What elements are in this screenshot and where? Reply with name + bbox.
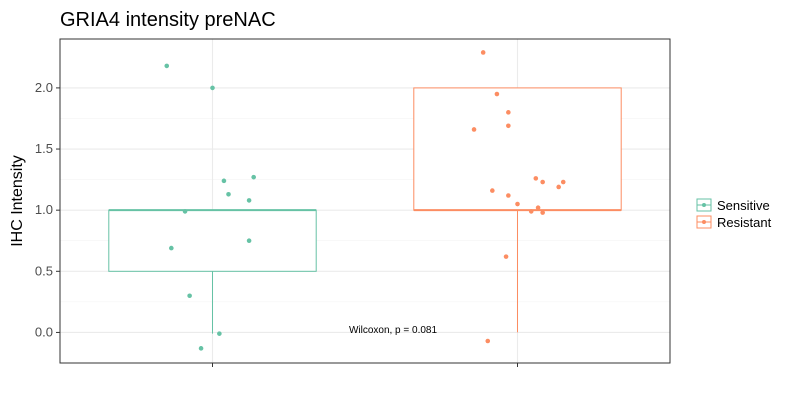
data-point <box>556 184 561 190</box>
data-point <box>198 346 204 351</box>
data-point <box>540 179 545 185</box>
data-point <box>471 127 477 132</box>
y-tick-label: 1.0 <box>35 202 53 217</box>
axes: 0.0 0.5 1.0 1.5 2.0 <box>35 80 518 367</box>
data-point <box>246 238 252 244</box>
data-point <box>169 245 174 251</box>
data-point <box>533 176 539 181</box>
data-point <box>221 178 227 184</box>
data-point <box>182 209 188 214</box>
legend-item: Sensitive <box>696 198 770 213</box>
data-point <box>187 293 192 299</box>
y-tick-label: 0.0 <box>35 324 53 339</box>
legend-key-dot <box>702 203 706 207</box>
y-tick-label: 0.5 <box>35 263 53 278</box>
data-point <box>490 188 495 193</box>
data-point <box>164 63 170 69</box>
y-axis-label: IHC Intensity <box>9 155 26 247</box>
data-points <box>164 50 566 351</box>
data-point <box>226 191 231 197</box>
data-point <box>251 174 256 180</box>
data-point <box>535 205 541 211</box>
data-point <box>246 198 252 203</box>
data-point <box>540 210 545 215</box>
data-point <box>515 201 520 207</box>
data-point <box>528 209 534 214</box>
data-point <box>480 50 486 55</box>
data-point <box>506 123 511 129</box>
chart-title: GRIA4 intensity preNAC <box>60 9 276 31</box>
box-body <box>108 209 317 272</box>
data-point <box>210 85 215 91</box>
data-point <box>485 338 491 344</box>
data-point <box>217 331 222 336</box>
box-body <box>413 87 622 211</box>
data-point <box>503 254 509 259</box>
data-point <box>560 179 566 185</box>
legend-label: Sensitive <box>717 198 770 213</box>
boxes <box>108 87 622 334</box>
legend-label: Resistant <box>717 215 772 230</box>
legend-item: Resistant <box>696 215 772 230</box>
data-point <box>506 193 511 198</box>
y-tick-label: 1.5 <box>35 141 53 156</box>
data-point <box>494 91 500 97</box>
legend-key-dot <box>702 220 706 224</box>
y-tick-label: 2.0 <box>35 80 53 95</box>
legend: Sensitive Resistant <box>696 198 772 230</box>
plot-panel-border <box>59 38 671 364</box>
wilcoxon-annotation: Wilcoxon, p = 0.081 <box>349 325 438 336</box>
data-point <box>506 110 511 115</box>
